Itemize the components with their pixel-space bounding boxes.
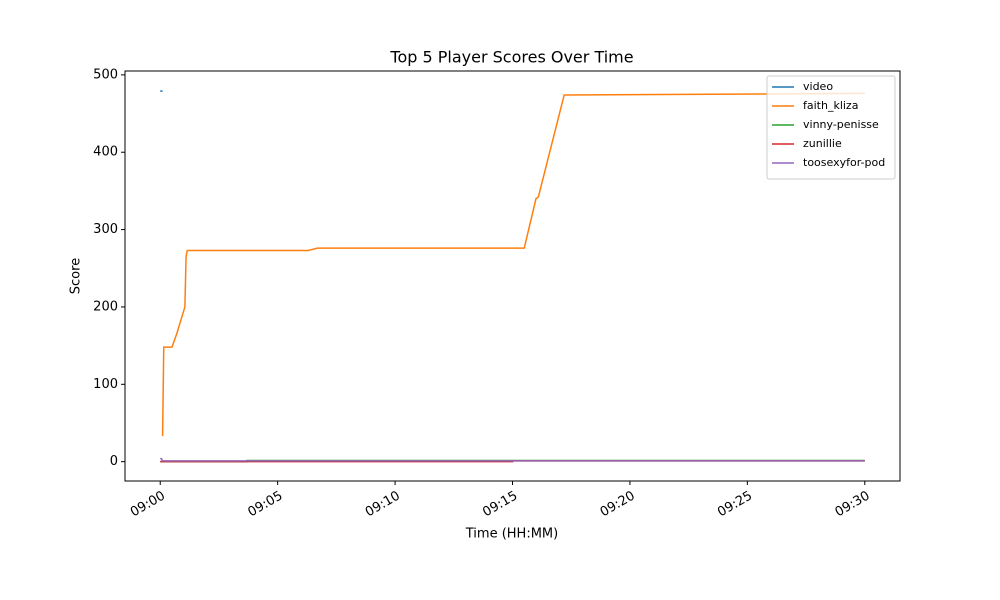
legend-label: vinny-penisse [803, 118, 879, 131]
y-tick-label: 0 [110, 454, 118, 469]
y-tick-label: 200 [93, 299, 118, 314]
plot-frame [124, 70, 901, 482]
chart-title: Top 5 Player Scores Over Time [389, 48, 633, 67]
legend: video faith_kliza vinny-penisse zunillie too… [766, 75, 896, 180]
y-tick-label: 100 [93, 377, 118, 392]
legend-label: faith_kliza [803, 99, 858, 112]
legend-label: toosexyfor-pod [803, 156, 885, 169]
series-line [161, 92, 865, 437]
y-tick-label: 300 [93, 222, 118, 237]
y-tick-label: 500 [93, 67, 118, 82]
y-tick-label: 400 [93, 145, 118, 160]
legend-label: video [803, 80, 833, 93]
y-axis-label: Score [69, 258, 84, 294]
legend-box [766, 75, 896, 180]
legend-label: zunillie [803, 137, 842, 150]
series-line [160, 457, 865, 462]
x-axis-label: Time (HH:MM) [465, 527, 558, 542]
